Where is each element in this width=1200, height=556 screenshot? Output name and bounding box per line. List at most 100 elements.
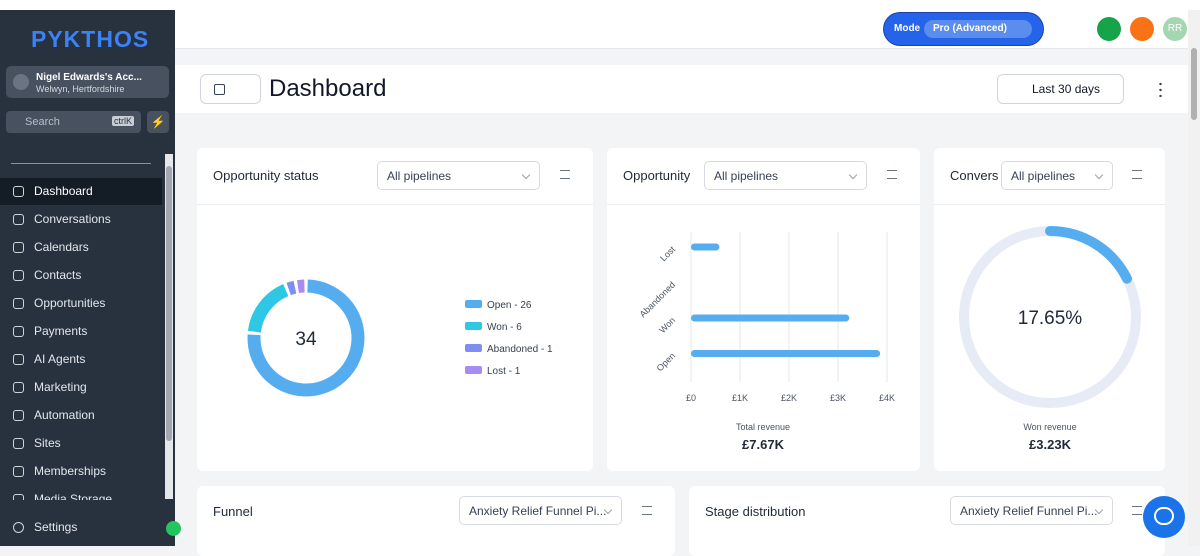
x-tick-label: £1K — [732, 393, 748, 403]
date-range[interactable]: Last 30 days — [997, 74, 1124, 104]
notifications-button[interactable] — [1130, 17, 1154, 41]
nav-label: Payments — [34, 324, 88, 338]
y-tick-label: Open — [655, 351, 678, 374]
legend-swatch — [465, 322, 482, 330]
settings[interactable]: Settings — [0, 514, 162, 541]
settings-label: Settings — [34, 520, 78, 534]
search-shortcut: ctrlK — [112, 116, 134, 126]
card-title: Opportunity — [623, 168, 691, 183]
nav-item[interactable]: Media Storage — [0, 486, 162, 500]
nav-item[interactable]: Marketing — [0, 374, 162, 401]
layout-button[interactable] — [200, 74, 261, 104]
x-tick-label: £3K — [830, 393, 846, 403]
search[interactable]: Search ctrlK — [6, 111, 141, 133]
nav-label: Dashboard — [34, 184, 93, 198]
pipeline-filter[interactable]: All pipelines — [704, 161, 867, 190]
legend-label: Abandoned - 1 — [487, 344, 553, 355]
donut-total: 34 — [295, 329, 317, 350]
nav-label: Automation — [34, 408, 95, 422]
nav-item[interactable]: Dashboard — [0, 178, 162, 205]
avatar[interactable]: RR — [1163, 17, 1187, 41]
x-tick-label: £0 — [686, 393, 696, 403]
search-placeholder: Search — [25, 116, 60, 128]
account-switcher[interactable]: Nigel Edwards's Acc... Welwyn, Hertfords… — [6, 66, 169, 98]
nav-item[interactable]: Automation — [0, 402, 162, 429]
nav-item[interactable]: AI Agents — [0, 346, 162, 373]
y-tick-label: Lost — [658, 244, 677, 263]
nav-label: Memberships — [34, 464, 107, 478]
legend-label: Won - 6 — [487, 322, 522, 333]
scrollbar — [165, 154, 173, 499]
quick-action[interactable]: ⚡ — [147, 111, 169, 133]
opportunity-value-card: Opportunity All pipelines £0 £1K £2K £3K £4K… — [607, 148, 920, 471]
nav-item[interactable]: Calendars — [0, 234, 162, 261]
gauge-chart: 17.65% Won revenue £3.23K — [959, 226, 1141, 452]
nav-item[interactable]: Conversations — [0, 206, 162, 233]
card-title: Convers — [950, 168, 999, 183]
gauge-label: 17.65% — [1018, 308, 1083, 329]
donut-segment — [296, 279, 305, 294]
chat-button[interactable] — [1143, 496, 1185, 538]
logo: PYKTHOS — [31, 26, 150, 52]
phone-button[interactable] — [1097, 17, 1121, 41]
nav-label: Sites — [34, 436, 61, 450]
donut-segment — [247, 279, 365, 397]
nav-item[interactable]: Payments — [0, 318, 162, 345]
more-menu[interactable] — [1159, 81, 1162, 97]
legend-label: Lost - 1 — [487, 366, 521, 377]
bar — [691, 314, 850, 322]
pipeline-filter[interactable]: All pipelines — [1001, 161, 1113, 190]
legend-swatch — [465, 300, 482, 308]
y-tick-label: Won — [657, 315, 677, 335]
mode-value: Pro (Advanced) — [924, 20, 1032, 38]
donut-segment — [286, 280, 297, 296]
card-title: Opportunity status — [213, 168, 319, 183]
opportunity-status-card: Opportunity status All pipelines Open - … — [197, 148, 593, 471]
filter-settings[interactable] — [1132, 170, 1142, 179]
conversion-card: Convers All pipelines 17.65% Won revenue £… — [934, 148, 1165, 471]
caption: Won revenue — [1023, 422, 1076, 432]
separator — [11, 163, 151, 164]
funnel-card: Funnel Anxiety Relief Funnel Pi... — [197, 486, 675, 556]
y-tick-label: Abandoned — [638, 280, 678, 320]
funnel-filter[interactable]: Anxiety Relief Funnel Pi... — [459, 496, 622, 525]
x-tick-label: £4K — [879, 393, 895, 403]
legend-label: Open - 26 — [487, 300, 532, 311]
stage-distribution-card: Stage distribution Anxiety Relief Funnel… — [689, 486, 1165, 556]
mode-label: Mode — [894, 23, 921, 34]
x-tick-label: £2K — [781, 393, 797, 403]
filter-settings[interactable] — [560, 170, 570, 179]
pipeline-filter[interactable]: All pipelines — [377, 161, 540, 190]
collapse-button[interactable] — [166, 521, 181, 536]
nav-item[interactable]: Memberships — [0, 458, 162, 485]
sidebar: PYKTHOS Nigel Edwards's Acc... Welwyn, H… — [0, 10, 181, 546]
filter-settings[interactable] — [887, 170, 897, 179]
nav: Dashboard Conversations Calendars Contacts O… — [0, 178, 162, 500]
nav-label: Conversations — [34, 212, 111, 226]
nav-item[interactable]: Opportunities — [0, 290, 162, 317]
gauge-value — [1045, 226, 1132, 284]
nav-label: Contacts — [34, 268, 82, 282]
nav-label: Opportunities — [34, 296, 106, 310]
filter-settings[interactable] — [642, 506, 652, 515]
account-name: Nigel Edwards's Acc... — [36, 72, 142, 83]
nav-label: Media Storage — [34, 492, 113, 500]
legend-swatch — [465, 366, 482, 374]
top-strip — [0, 0, 1200, 10]
stage-filter[interactable]: Anxiety Relief Funnel Pi... — [950, 496, 1113, 525]
donut-chart: Open - 26 Won - 6 Abandoned - 1 Lost - 1 34 — [247, 279, 553, 397]
nav-item[interactable]: Sites — [0, 430, 162, 457]
nav-label: AI Agents — [34, 352, 86, 366]
page-title: Dashboard — [269, 75, 387, 102]
filter-settings[interactable] — [1132, 506, 1142, 515]
nav-item[interactable]: Contacts — [0, 262, 162, 289]
card-title: Stage distribution — [705, 504, 806, 519]
account-location: Welwyn, Hertfordshire — [36, 84, 125, 94]
legend-swatch — [465, 344, 482, 352]
nav-label: Marketing — [34, 380, 87, 394]
caption: Total revenue — [736, 422, 790, 432]
mode-toggle[interactable]: Mode Pro (Advanced) — [884, 13, 1043, 45]
total: £7.67K — [742, 437, 785, 452]
